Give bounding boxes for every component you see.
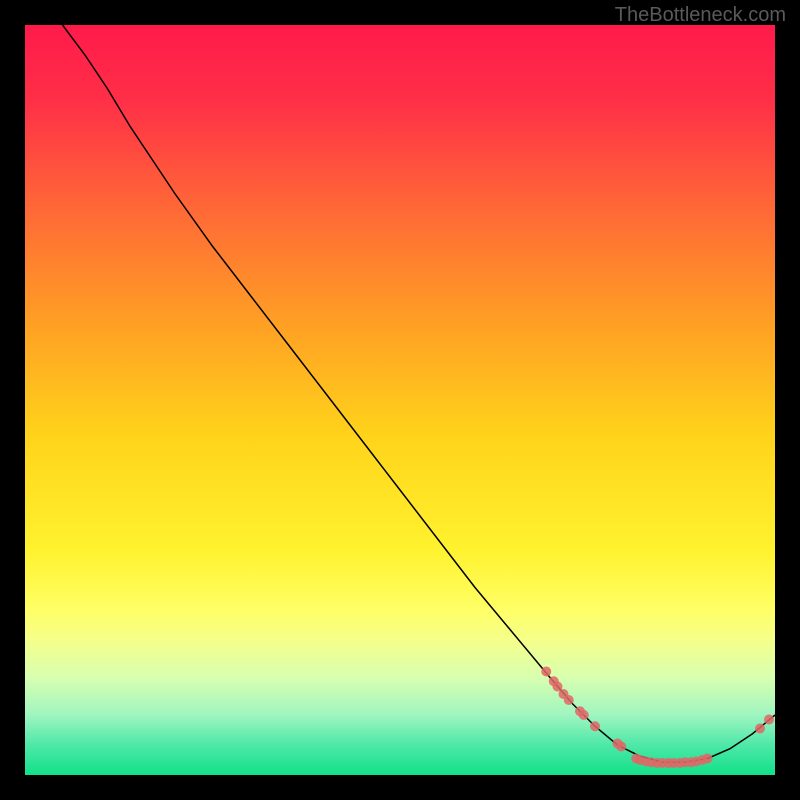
- data-marker: [541, 667, 551, 677]
- data-marker: [616, 742, 626, 752]
- data-marker: [703, 754, 713, 764]
- plot-area: [25, 25, 775, 775]
- data-markers: [541, 667, 774, 769]
- data-marker: [590, 721, 600, 731]
- data-marker: [564, 695, 574, 705]
- chart-svg: [25, 25, 775, 775]
- data-marker: [764, 715, 774, 725]
- data-marker: [579, 710, 589, 720]
- watermark-text: TheBottleneck.com: [615, 4, 786, 27]
- bottleneck-curve: [63, 25, 776, 762]
- data-marker: [755, 724, 765, 734]
